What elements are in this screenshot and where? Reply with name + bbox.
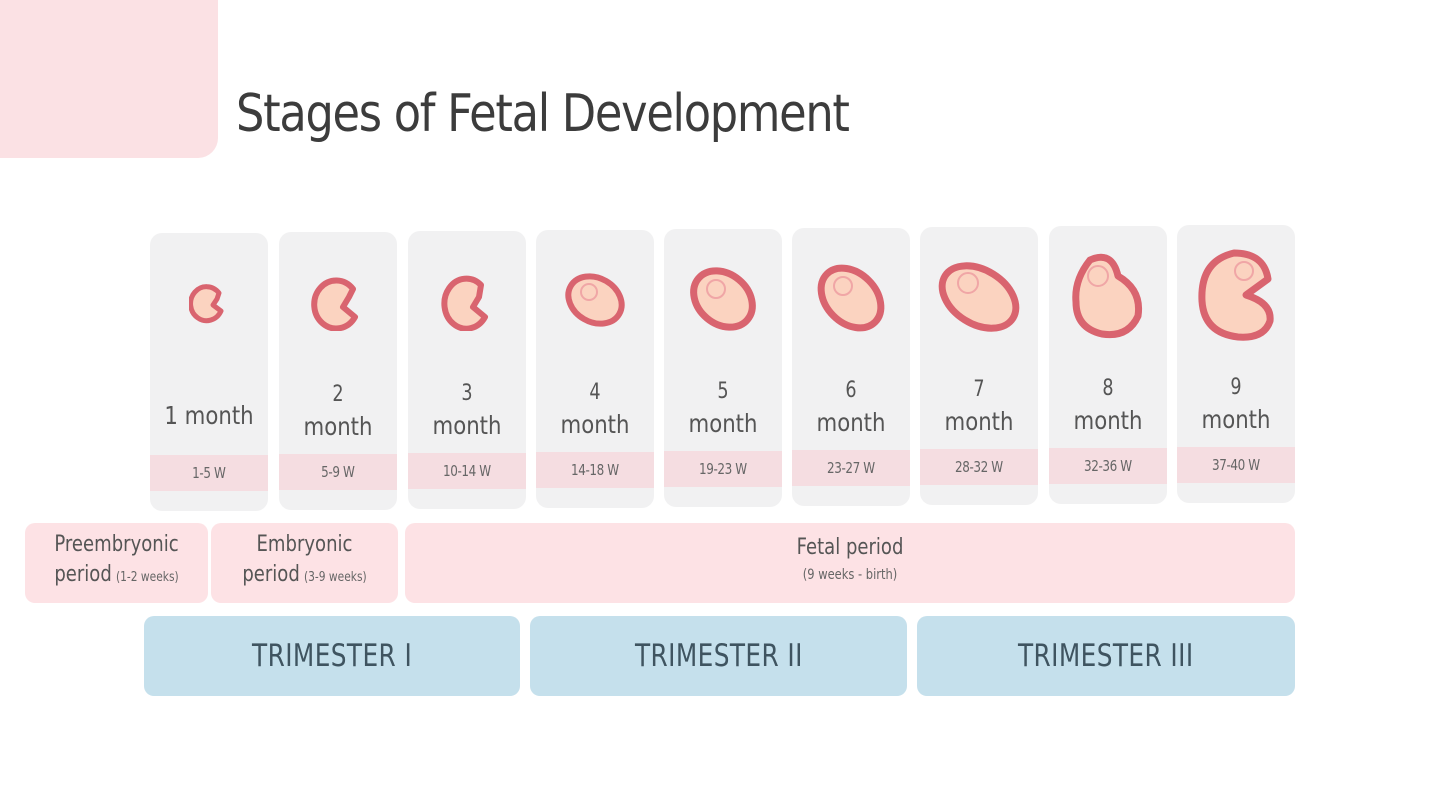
- embryo-icon: [150, 233, 268, 373]
- preembryonic-period: Preembryonic period (1-2 weeks): [25, 523, 208, 603]
- decorative-corner-block: [0, 0, 218, 158]
- trimester-1: TRIMESTER I: [144, 616, 520, 696]
- trimester-3: TRIMESTER III: [917, 616, 1295, 696]
- month-label: month: [303, 412, 373, 441]
- period-subtitle: period (1-2 weeks): [54, 562, 179, 587]
- period-title: Embryonic: [256, 532, 353, 557]
- page-title: Stages of Fetal Development: [236, 84, 850, 144]
- week-range: 37-40 W: [1177, 447, 1295, 483]
- month-number: 3: [461, 381, 473, 406]
- month-card-8: 8 month 32-36 W: [1049, 226, 1167, 504]
- period-range: (1-2 weeks): [115, 570, 179, 585]
- month-card-1: 1 month 1-5 W: [150, 233, 268, 511]
- month-card-4: 4 month 14-18 W: [536, 230, 654, 508]
- fetal-period: Fetal period (9 weeks - birth): [405, 523, 1295, 603]
- fetus-icon: [536, 230, 654, 370]
- week-range: 1-5 W: [150, 455, 268, 491]
- fetus-icon: [792, 228, 910, 368]
- month-number: 9: [1230, 375, 1242, 400]
- month-number: 7: [973, 377, 985, 402]
- period-range: (3-9 weeks): [303, 570, 367, 585]
- trimester-2: TRIMESTER II: [530, 616, 907, 696]
- fetus-icon: [1049, 226, 1167, 366]
- month-card-3: 3 month 10-14 W: [408, 231, 526, 509]
- month-card-5: 5 month 19-23 W: [664, 229, 782, 507]
- week-range: 5-9 W: [279, 454, 397, 490]
- fetus-icon: [664, 229, 782, 369]
- week-range: 19-23 W: [664, 451, 782, 487]
- month-number: 5: [717, 379, 729, 404]
- month-number: 4: [589, 380, 601, 405]
- month-card-6: 6 month 23-27 W: [792, 228, 910, 506]
- fetus-icon: [1177, 225, 1295, 365]
- embryo-icon: [408, 231, 526, 371]
- month-label: 1 month: [164, 401, 254, 430]
- period-title: Preembryonic: [54, 532, 179, 557]
- week-range: 32-36 W: [1049, 448, 1167, 484]
- period-subtitle: period (3-9 weeks): [242, 562, 367, 587]
- embryo-icon: [279, 232, 397, 372]
- month-label: month: [816, 408, 886, 437]
- month-number: 2: [332, 382, 344, 407]
- month-label: month: [560, 410, 630, 439]
- month-label: month: [944, 407, 1014, 436]
- month-number: 8: [1102, 376, 1114, 401]
- week-range: 28-32 W: [920, 449, 1038, 485]
- embryonic-period: Embryonic period (3-9 weeks): [211, 523, 398, 603]
- fetus-icon: [920, 227, 1038, 367]
- period-range: (9 weeks - birth): [802, 567, 898, 583]
- month-card-9: 9 month 37-40 W: [1177, 225, 1295, 503]
- month-card-7: 7 month 28-32 W: [920, 227, 1038, 505]
- period-title: Fetal period: [796, 535, 904, 560]
- week-range: 10-14 W: [408, 453, 526, 489]
- month-label: month: [1201, 405, 1271, 434]
- month-label: month: [688, 409, 758, 438]
- month-number: 6: [845, 378, 857, 403]
- week-range: 23-27 W: [792, 450, 910, 486]
- month-label: month: [432, 411, 502, 440]
- month-card-2: 2 month 5-9 W: [279, 232, 397, 510]
- week-range: 14-18 W: [536, 452, 654, 488]
- month-label: month: [1073, 406, 1143, 435]
